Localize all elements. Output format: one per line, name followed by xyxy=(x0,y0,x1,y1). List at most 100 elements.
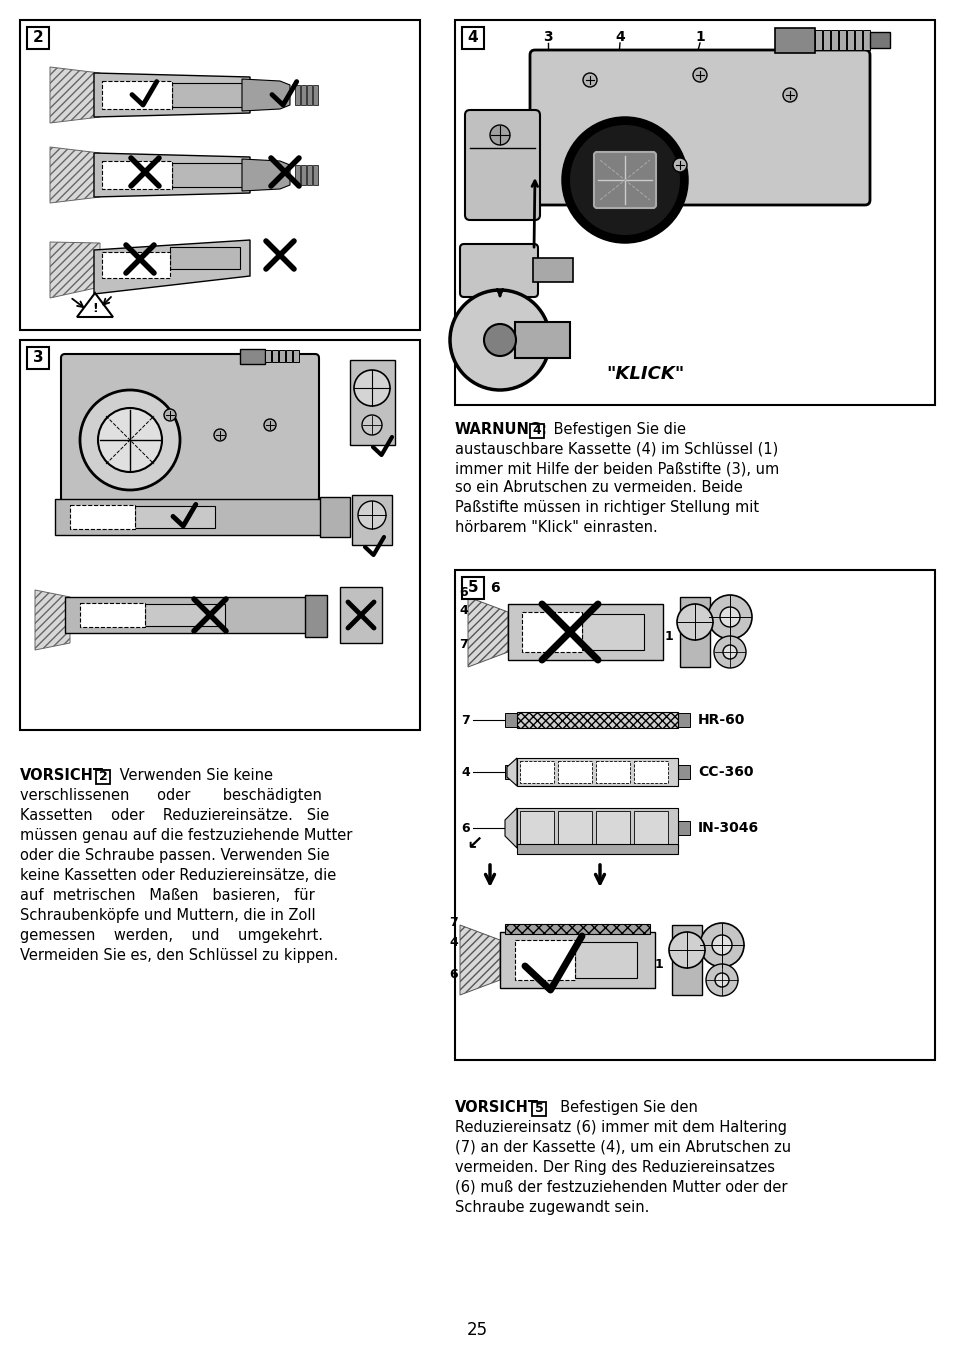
Polygon shape xyxy=(94,241,250,293)
Circle shape xyxy=(562,118,686,242)
Text: müssen genau auf die festzuziehende Mutter: müssen genau auf die festzuziehende Mutt… xyxy=(20,827,352,844)
Text: VORSICHT:: VORSICHT: xyxy=(20,768,109,783)
Circle shape xyxy=(483,324,516,356)
Text: Paßstifte müssen in richtiger Stellung mit: Paßstifte müssen in richtiger Stellung m… xyxy=(455,500,759,515)
Circle shape xyxy=(569,124,679,235)
Bar xyxy=(634,761,667,783)
Bar xyxy=(517,808,678,848)
Bar xyxy=(558,811,592,845)
Circle shape xyxy=(707,595,751,639)
Bar xyxy=(172,82,242,107)
FancyBboxPatch shape xyxy=(464,110,539,220)
Polygon shape xyxy=(506,758,517,786)
Bar xyxy=(339,587,381,644)
Bar xyxy=(679,598,709,667)
FancyBboxPatch shape xyxy=(530,50,869,206)
Text: Befestigen Sie den: Befestigen Sie den xyxy=(551,1101,698,1115)
Bar xyxy=(517,844,678,854)
Text: 6: 6 xyxy=(490,581,499,595)
Bar xyxy=(499,932,655,988)
Circle shape xyxy=(713,635,745,668)
Bar xyxy=(27,347,49,369)
Bar xyxy=(596,811,629,845)
Bar xyxy=(517,758,678,786)
Circle shape xyxy=(354,370,390,406)
Circle shape xyxy=(720,607,740,627)
Circle shape xyxy=(782,88,796,101)
Circle shape xyxy=(98,408,162,472)
Circle shape xyxy=(677,604,712,639)
Text: (7) an der Kassette (4), um ein Abrutschen zu: (7) an der Kassette (4), um ein Abrutsch… xyxy=(455,1140,790,1155)
Polygon shape xyxy=(77,293,112,316)
Bar xyxy=(319,498,350,537)
Polygon shape xyxy=(94,153,250,197)
Bar xyxy=(575,942,637,977)
Polygon shape xyxy=(242,160,290,191)
Circle shape xyxy=(450,289,550,389)
Bar xyxy=(307,85,312,105)
Text: IN-3046: IN-3046 xyxy=(698,821,759,836)
Text: 5: 5 xyxy=(467,580,477,595)
Circle shape xyxy=(582,73,597,87)
Bar xyxy=(293,350,298,362)
Bar xyxy=(301,85,306,105)
Text: 7: 7 xyxy=(458,638,468,650)
Polygon shape xyxy=(459,925,499,995)
Bar xyxy=(774,28,814,53)
Text: vermeiden. Der Ring des Reduziereinsatzes: vermeiden. Der Ring des Reduziereinsatze… xyxy=(455,1160,774,1175)
Bar xyxy=(504,923,649,934)
Bar xyxy=(862,30,869,50)
Circle shape xyxy=(668,932,704,968)
Bar xyxy=(70,506,135,529)
Bar xyxy=(294,85,299,105)
Text: austauschbare Kassette (4) im Schlüssel (1): austauschbare Kassette (4) im Schlüssel … xyxy=(455,442,778,457)
Polygon shape xyxy=(242,78,290,111)
Bar xyxy=(581,614,643,650)
Text: Reduziereinsatz (6) immer mit dem Haltering: Reduziereinsatz (6) immer mit dem Halter… xyxy=(455,1119,786,1134)
Bar xyxy=(822,30,829,50)
Circle shape xyxy=(213,429,226,441)
Text: immer mit Hilfe der beiden Paßstifte (3), um: immer mit Hilfe der beiden Paßstifte (3)… xyxy=(455,461,779,476)
Bar xyxy=(170,247,240,269)
Polygon shape xyxy=(50,147,100,203)
Text: 4: 4 xyxy=(467,31,477,46)
FancyBboxPatch shape xyxy=(459,243,537,297)
Text: Verwenden Sie keine: Verwenden Sie keine xyxy=(115,768,273,783)
Bar xyxy=(519,761,554,783)
Text: 1: 1 xyxy=(655,959,663,972)
Text: Vermeiden Sie es, den Schlüssel zu kippen.: Vermeiden Sie es, den Schlüssel zu kippe… xyxy=(20,948,338,963)
Bar xyxy=(265,350,271,362)
Bar xyxy=(504,713,517,727)
Bar xyxy=(830,30,837,50)
Bar xyxy=(102,161,172,189)
Bar xyxy=(135,506,214,529)
Bar xyxy=(352,495,392,545)
Bar xyxy=(517,713,678,727)
Circle shape xyxy=(714,973,728,987)
Circle shape xyxy=(722,645,737,658)
Bar xyxy=(172,164,242,187)
Bar xyxy=(301,165,306,185)
Bar xyxy=(515,322,569,358)
Text: (6) muß der festzuziehenden Mutter oder der: (6) muß der festzuziehenden Mutter oder … xyxy=(455,1180,786,1195)
Text: Schraube zugewandt sein.: Schraube zugewandt sein. xyxy=(455,1201,649,1215)
Text: so ein Abrutschen zu vermeiden. Beide: so ein Abrutschen zu vermeiden. Beide xyxy=(455,480,742,495)
Text: 2: 2 xyxy=(98,771,108,784)
Bar xyxy=(102,251,170,279)
Bar xyxy=(838,30,845,50)
Circle shape xyxy=(490,124,510,145)
Text: 4: 4 xyxy=(532,425,540,438)
Bar xyxy=(671,925,701,995)
Text: VORSICHT:: VORSICHT: xyxy=(455,1101,543,1115)
Text: 7: 7 xyxy=(460,714,470,726)
Bar xyxy=(519,811,554,845)
Text: WARNUNG:: WARNUNG: xyxy=(455,422,547,437)
Text: 6: 6 xyxy=(461,822,470,834)
Bar xyxy=(313,165,317,185)
Text: 4: 4 xyxy=(615,30,624,45)
Bar xyxy=(869,32,889,49)
Circle shape xyxy=(692,68,706,82)
Bar xyxy=(455,20,934,406)
Polygon shape xyxy=(50,242,100,297)
Bar xyxy=(533,258,573,283)
